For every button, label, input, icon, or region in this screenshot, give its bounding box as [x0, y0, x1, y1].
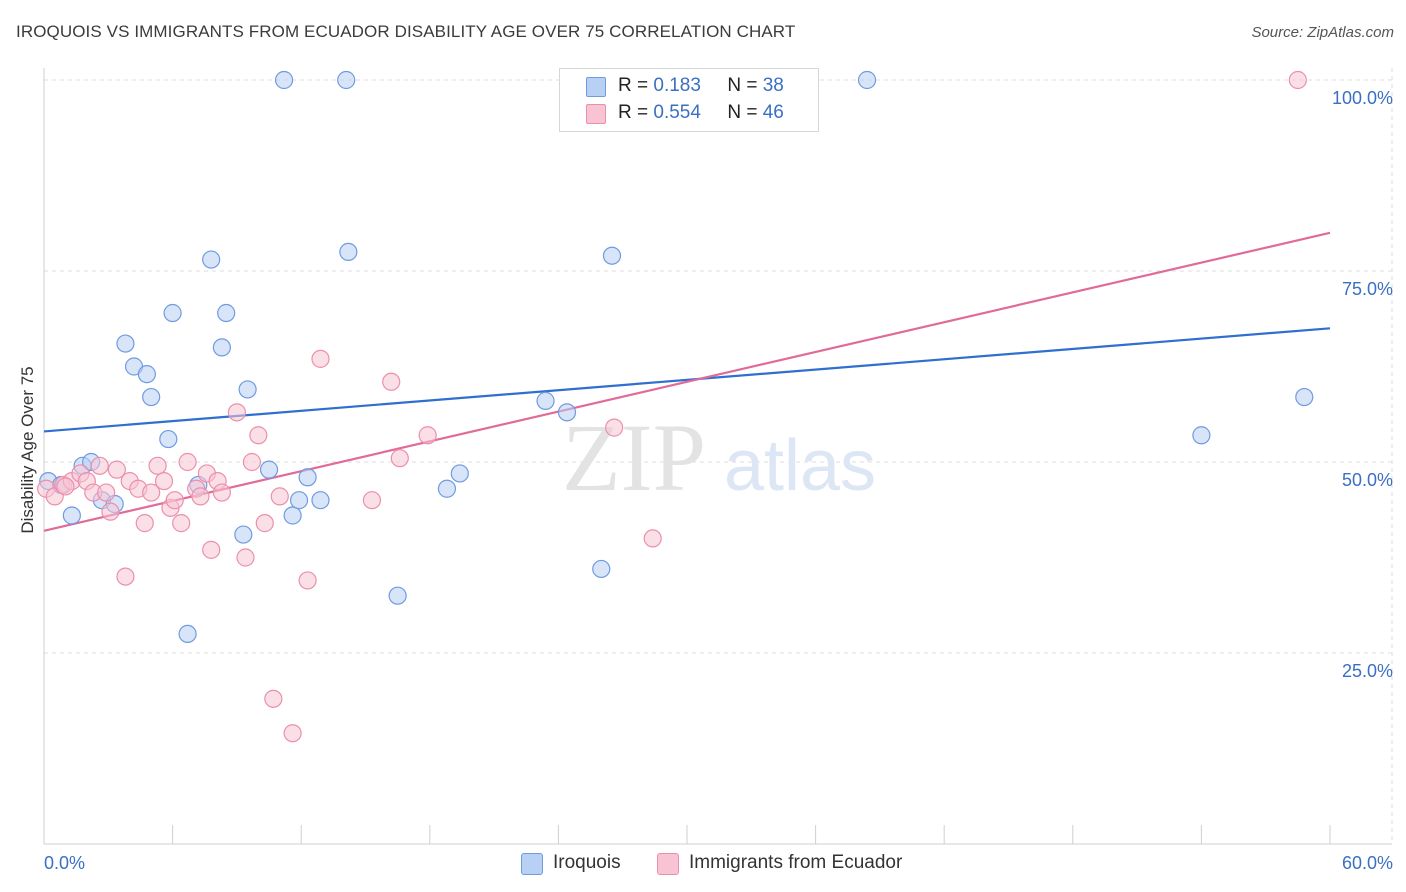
- legend: R = 0.183 N = 38 R = 0.554 N = 46: [559, 68, 819, 132]
- point-ecuador: [1288, 70, 1307, 90]
- point-ecuador: [264, 689, 283, 708]
- legend-r-label: R =: [618, 75, 649, 96]
- point-ecuador: [605, 418, 624, 437]
- point-iroquois: [159, 429, 178, 449]
- source-label: Source: ZipAtlas.com: [1251, 24, 1394, 41]
- point-ecuador: [227, 403, 246, 422]
- axes: [43, 68, 1392, 845]
- watermark-atlas: atlas: [724, 426, 876, 506]
- bottom-legend-label: Immigrants from Ecuador: [689, 852, 903, 873]
- point-ecuador: [154, 472, 174, 491]
- legend-r-label: R =: [618, 102, 649, 123]
- data-points: [37, 70, 1314, 743]
- point-ecuador: [172, 514, 191, 533]
- point-iroquois: [259, 460, 279, 479]
- legend-swatch-pink: [586, 104, 606, 124]
- point-ecuador: [390, 449, 409, 468]
- point-iroquois: [234, 525, 253, 544]
- y-tick-label: 100.0%: [1332, 88, 1393, 108]
- point-ecuador: [202, 540, 221, 559]
- point-iroquois: [857, 70, 877, 90]
- point-ecuador: [212, 483, 231, 502]
- chart-title: IROQUOIS VS IMMIGRANTS FROM ECUADOR DISA…: [16, 22, 796, 41]
- trend-lines: [43, 231, 1331, 532]
- legend-n-value: 46: [762, 102, 784, 123]
- legend-r-value: 0.183: [653, 75, 701, 96]
- legend-n-label: N =: [727, 102, 758, 123]
- trend-line-iroquois: [43, 327, 1331, 433]
- point-iroquois: [116, 334, 135, 353]
- point-iroquois: [437, 479, 457, 498]
- point-iroquois: [142, 387, 161, 407]
- point-ecuador: [142, 483, 161, 502]
- point-iroquois: [1295, 387, 1314, 407]
- point-iroquois: [1192, 426, 1211, 445]
- watermark: ZIP atlas: [562, 404, 876, 511]
- point-ecuador: [418, 426, 437, 445]
- point-iroquois: [557, 403, 577, 422]
- point-iroquois: [592, 559, 611, 579]
- point-iroquois: [217, 303, 236, 323]
- point-ecuador: [382, 372, 401, 391]
- legend-r-value: 0.554: [653, 102, 701, 123]
- point-ecuador: [255, 514, 274, 533]
- point-ecuador: [148, 456, 167, 475]
- point-ecuador: [101, 502, 120, 521]
- watermark-zip: ZIP: [562, 404, 706, 511]
- x-tick-label-max: 60.0%: [1342, 853, 1393, 873]
- point-iroquois: [62, 506, 81, 525]
- point-ecuador: [362, 491, 382, 510]
- point-ecuador: [242, 452, 262, 472]
- y-tick-label: 75.0%: [1342, 279, 1393, 299]
- point-iroquois: [337, 70, 356, 90]
- point-iroquois: [238, 380, 257, 399]
- y-axis-label: Disability Age Over 75: [18, 366, 37, 534]
- point-ecuador: [97, 483, 116, 502]
- point-iroquois: [212, 338, 231, 357]
- tick-labels: 25.0% 50.0% 75.0% 100.0% 0.0% 60.0%: [44, 88, 1393, 873]
- legend-n-label: N =: [727, 75, 758, 96]
- bottom-legend-swatch-pink: [657, 853, 679, 875]
- point-ecuador: [249, 426, 268, 445]
- y-tick-label: 25.0%: [1342, 661, 1393, 681]
- point-iroquois: [450, 464, 469, 483]
- point-iroquois: [283, 506, 302, 525]
- point-ecuador: [178, 452, 197, 472]
- point-iroquois: [274, 70, 294, 90]
- legend-n-value: 38: [762, 75, 784, 96]
- point-iroquois: [339, 242, 358, 261]
- point-ecuador: [107, 460, 126, 479]
- trend-line-ecuador: [43, 231, 1331, 532]
- point-ecuador: [56, 477, 75, 496]
- y-tick-label: 50.0%: [1342, 470, 1393, 490]
- point-iroquois: [536, 391, 555, 410]
- bottom-legend-swatch-blue: [521, 853, 543, 875]
- point-ecuador: [311, 349, 330, 368]
- point-ecuador: [116, 567, 135, 586]
- point-iroquois: [202, 250, 221, 269]
- point-iroquois: [137, 365, 156, 384]
- point-iroquois: [311, 491, 330, 510]
- point-ecuador: [165, 491, 184, 510]
- x-tick-label-min: 0.0%: [44, 853, 85, 873]
- point-iroquois: [163, 303, 182, 323]
- bottom-legend-label: Iroquois: [553, 852, 621, 873]
- y-axis-label-wrap: Disability Age Over 75: [8, 240, 48, 660]
- point-ecuador: [191, 487, 210, 506]
- point-iroquois: [602, 246, 622, 265]
- point-ecuador: [236, 548, 255, 567]
- point-iroquois: [298, 468, 317, 487]
- point-ecuador: [298, 571, 317, 590]
- legend-swatch-blue: [586, 77, 606, 97]
- point-iroquois: [388, 586, 407, 605]
- point-ecuador: [135, 514, 154, 533]
- point-iroquois: [289, 491, 309, 510]
- point-ecuador: [270, 487, 289, 506]
- point-ecuador: [643, 529, 662, 548]
- point-ecuador: [90, 456, 109, 475]
- point-ecuador: [283, 724, 302, 743]
- point-iroquois: [178, 624, 197, 644]
